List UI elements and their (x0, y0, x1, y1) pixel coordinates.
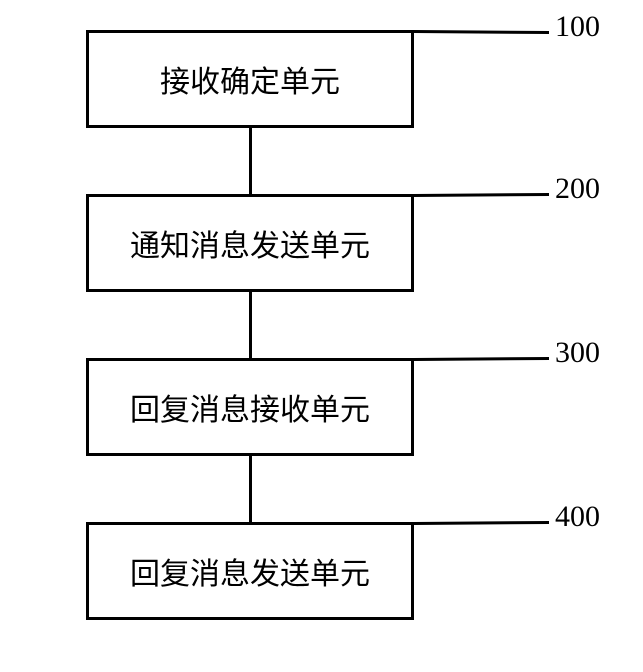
flowchart-node-label: 回复消息接收单元 (130, 385, 370, 429)
flowchart-edge (249, 128, 252, 194)
callout-leader (414, 193, 549, 197)
callout-label: 300 (555, 336, 600, 370)
flowchart-edge (249, 292, 252, 358)
callout-label: 100 (555, 10, 600, 44)
flowchart-node-n4: 回复消息发送单元 (86, 522, 414, 620)
flowchart-node-n3: 回复消息接收单元 (86, 358, 414, 456)
flowchart-node-label: 接收确定单元 (160, 57, 340, 101)
flowchart-node-n1: 接收确定单元 (86, 30, 414, 128)
callout-leader (414, 30, 549, 34)
flowchart-node-label: 回复消息发送单元 (130, 549, 370, 593)
flowchart-edge (249, 456, 252, 522)
flowchart-canvas: 接收确定单元通知消息发送单元回复消息接收单元回复消息发送单元 100 200 300 4… (0, 0, 643, 672)
flowchart-node-label: 通知消息发送单元 (130, 221, 370, 265)
flowchart-node-n2: 通知消息发送单元 (86, 194, 414, 292)
callout-label: 200 (555, 172, 600, 206)
callout-leader (414, 357, 549, 361)
callout-leader (414, 521, 549, 525)
callout-label: 400 (555, 500, 600, 534)
